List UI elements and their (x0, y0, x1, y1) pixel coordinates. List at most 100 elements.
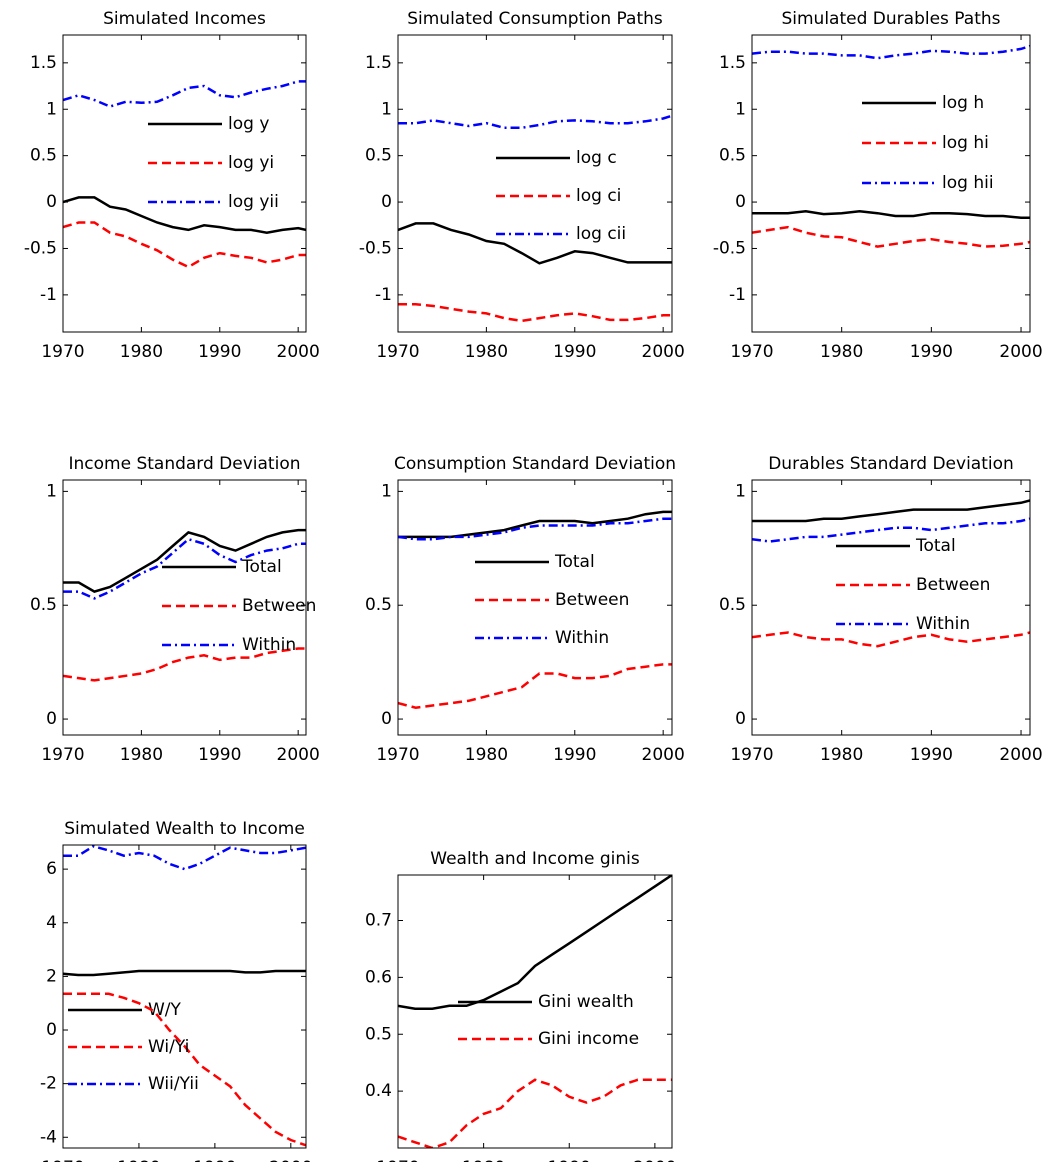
x-tick-label: 1980 (465, 745, 508, 765)
y-tick-label: 0.5 (365, 595, 392, 615)
series-line (398, 510, 672, 539)
x-tick-label: 1980 (462, 1158, 505, 1162)
y-tick-label: 4 (46, 913, 57, 933)
y-tick-label: 1 (381, 99, 392, 119)
series-line (752, 210, 1030, 220)
series-line (63, 647, 306, 682)
y-tick-label: 6 (46, 859, 57, 879)
axes-box (62, 34, 307, 333)
series-line (63, 992, 306, 1147)
legend-label: Total (241, 557, 282, 577)
y-tick-label: 0.4 (365, 1081, 392, 1101)
axes-box (62, 844, 307, 1149)
y-tick-label: -0.5 (713, 238, 746, 258)
y-tick-label: -4 (40, 1127, 57, 1147)
legend-label: log hi (942, 133, 989, 153)
axes-box (751, 479, 1031, 736)
y-tick-label: 0 (46, 709, 57, 729)
y-tick-label: 0 (381, 192, 392, 212)
legend-label: log y (228, 114, 269, 134)
series-line (398, 114, 672, 130)
legend-label: Between (555, 590, 629, 610)
legend-label: Gini wealth (538, 992, 634, 1012)
x-tick-label: 1970 (376, 342, 419, 362)
legend-label: Gini income (538, 1029, 639, 1049)
legend-label: log ci (576, 186, 621, 206)
x-tick-label: 1990 (193, 1158, 236, 1162)
y-tick-label: 0.7 (365, 911, 392, 931)
x-tick-label: 1970 (730, 745, 773, 765)
x-tick-label: 1980 (820, 342, 863, 362)
series-line (398, 302, 672, 323)
chart-title: Simulated Incomes (103, 9, 266, 29)
x-tick-label: 2000 (633, 1158, 676, 1162)
legend-label: log yii (228, 192, 279, 212)
y-tick-label: 1.5 (365, 53, 392, 73)
series-line (63, 845, 306, 871)
chart-title: Income Standard Deviation (68, 454, 300, 474)
y-tick-label: 1 (735, 99, 746, 119)
series-line (398, 1078, 672, 1148)
y-tick-label: 0 (381, 709, 392, 729)
legend-label: W/Y (148, 1000, 182, 1020)
series-line (398, 663, 672, 709)
axes-box (397, 479, 673, 736)
y-tick-label: -2 (40, 1074, 57, 1094)
y-tick-label: 0 (46, 192, 57, 212)
y-tick-label: 0.5 (719, 595, 746, 615)
x-tick-label: 1980 (120, 342, 163, 362)
y-tick-label: 0.5 (30, 146, 57, 166)
x-tick-label: 1990 (198, 342, 241, 362)
x-tick-label: 2000 (269, 1158, 312, 1162)
x-tick-label: 1990 (910, 342, 953, 362)
y-tick-label: 2 (46, 966, 57, 986)
x-tick-label: 1990 (553, 745, 596, 765)
x-tick-label: 2000 (277, 745, 320, 765)
series-line (63, 196, 306, 234)
y-tick-label: -1 (375, 285, 392, 305)
series-line (398, 222, 672, 265)
chart-title: Simulated Consumption Paths (407, 9, 663, 29)
x-tick-label: 1970 (41, 745, 84, 765)
x-tick-label: 1980 (120, 745, 163, 765)
legend-label: log cii (576, 224, 626, 244)
y-tick-label: 0.5 (30, 595, 57, 615)
chart-title: Durables Standard Deviation (768, 454, 1014, 474)
x-tick-label: 1980 (820, 745, 863, 765)
x-tick-label: 1970 (376, 745, 419, 765)
x-tick-label: 2000 (642, 745, 685, 765)
series-line (63, 528, 306, 593)
x-tick-label: 1990 (553, 342, 596, 362)
y-tick-label: 1.5 (719, 53, 746, 73)
series-line (752, 225, 1030, 248)
series-line (63, 537, 306, 600)
legend-label: log c (576, 148, 617, 168)
x-tick-label: 2000 (999, 342, 1042, 362)
legend-label: Total (554, 552, 595, 572)
y-tick-label: -0.5 (24, 238, 57, 258)
x-tick-label: 1980 (117, 1158, 160, 1162)
x-tick-label: 2000 (642, 342, 685, 362)
y-tick-label: 1 (735, 481, 746, 501)
series-line (752, 44, 1030, 60)
legend-label: Between (916, 575, 990, 595)
y-tick-label: -1 (729, 285, 746, 305)
y-tick-label: 0 (735, 709, 746, 729)
chart-title: Consumption Standard Deviation (394, 454, 676, 474)
legend-label: Between (242, 596, 316, 616)
series-line (752, 631, 1030, 648)
legend-label: log yi (228, 153, 274, 173)
y-tick-label: 0.5 (365, 1024, 392, 1044)
axes-box (397, 874, 673, 1149)
chart-title: Simulated Wealth to Income (64, 819, 305, 839)
y-tick-label: 1 (46, 99, 57, 119)
legend-label: log h (942, 93, 984, 113)
legend-label: Wii/Yii (148, 1074, 199, 1094)
legend-label: Within (916, 614, 970, 634)
legend-label: Within (555, 628, 609, 648)
series-line (63, 221, 306, 269)
legend-label: log hii (942, 173, 994, 193)
y-tick-label: 1.5 (30, 53, 57, 73)
y-tick-label: 1 (381, 481, 392, 501)
